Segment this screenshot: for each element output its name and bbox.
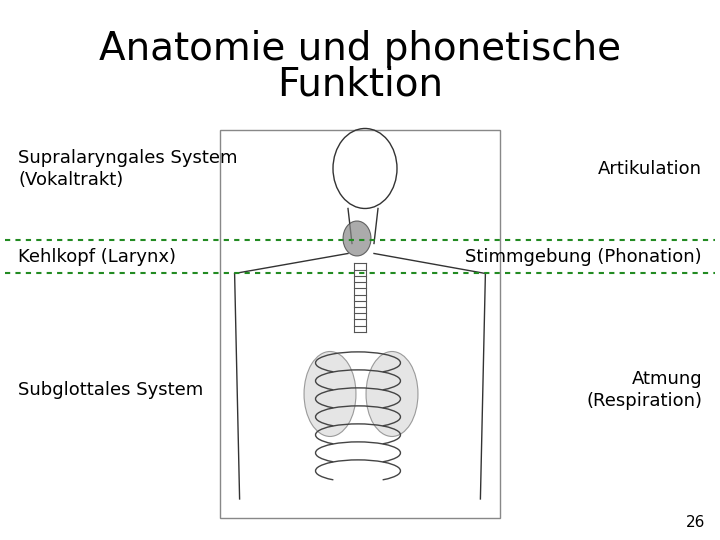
Text: Supralaryngales System
(Vokaltrakt): Supralaryngales System (Vokaltrakt) [18, 148, 238, 189]
Text: Funktion: Funktion [277, 66, 443, 104]
Text: Stimmgebung (Phonation): Stimmgebung (Phonation) [465, 247, 702, 266]
Text: Anatomie und phonetische: Anatomie und phonetische [99, 30, 621, 68]
Text: 26: 26 [685, 515, 705, 530]
Bar [220, 130, 500, 518]
Text: Kehlkopf (Larynx): Kehlkopf (Larynx) [18, 247, 176, 266]
Ellipse shape [343, 221, 371, 256]
Ellipse shape [304, 352, 356, 436]
Ellipse shape [366, 352, 418, 436]
Text: Atmung
(Respiration): Atmung (Respiration) [586, 370, 702, 410]
Text: Artikulation: Artikulation [598, 160, 702, 178]
Text: Subglottales System: Subglottales System [18, 381, 203, 399]
